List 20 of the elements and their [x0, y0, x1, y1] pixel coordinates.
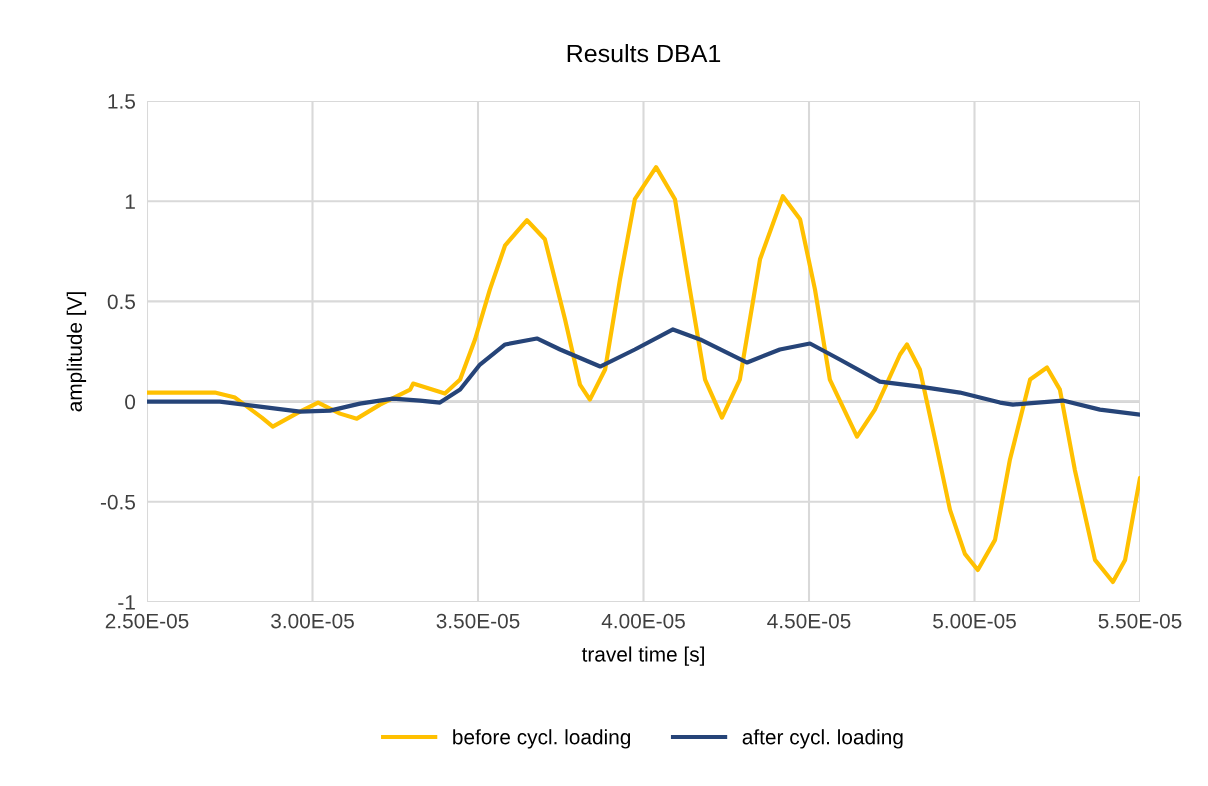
x-tick-label: 3.50E-05: [436, 613, 520, 629]
x-tick-label: 5.00E-05: [933, 613, 1016, 629]
y-tick-label: 1.5: [108, 94, 136, 109]
line-series: [147, 165, 1140, 585]
x-tick-label: 4.00E-05: [601, 613, 685, 629]
line-series: [147, 327, 1140, 417]
x-axis-title: travel time [s]: [581, 646, 704, 666]
y-tick-label: -0.5: [100, 494, 136, 510]
x-tick-label: 2.50E-05: [105, 613, 189, 629]
y-tick-label: 0: [125, 394, 136, 410]
y-axis-title: amplitude [V]: [66, 292, 87, 412]
x-tick-label: 5.50E-05: [1098, 613, 1182, 629]
y-tick-label: -1: [118, 595, 135, 610]
chart-title: Results DBA1: [567, 43, 721, 63]
legend-label: before cycl. loading: [453, 729, 631, 749]
y-tick-label: 1: [125, 194, 135, 209]
y-tick-label: 0.5: [107, 294, 136, 310]
legend-label: after cycl. loading: [742, 729, 903, 749]
x-tick-label: 3.00E-05: [271, 613, 354, 629]
x-tick-label: 4.50E-05: [767, 613, 851, 629]
